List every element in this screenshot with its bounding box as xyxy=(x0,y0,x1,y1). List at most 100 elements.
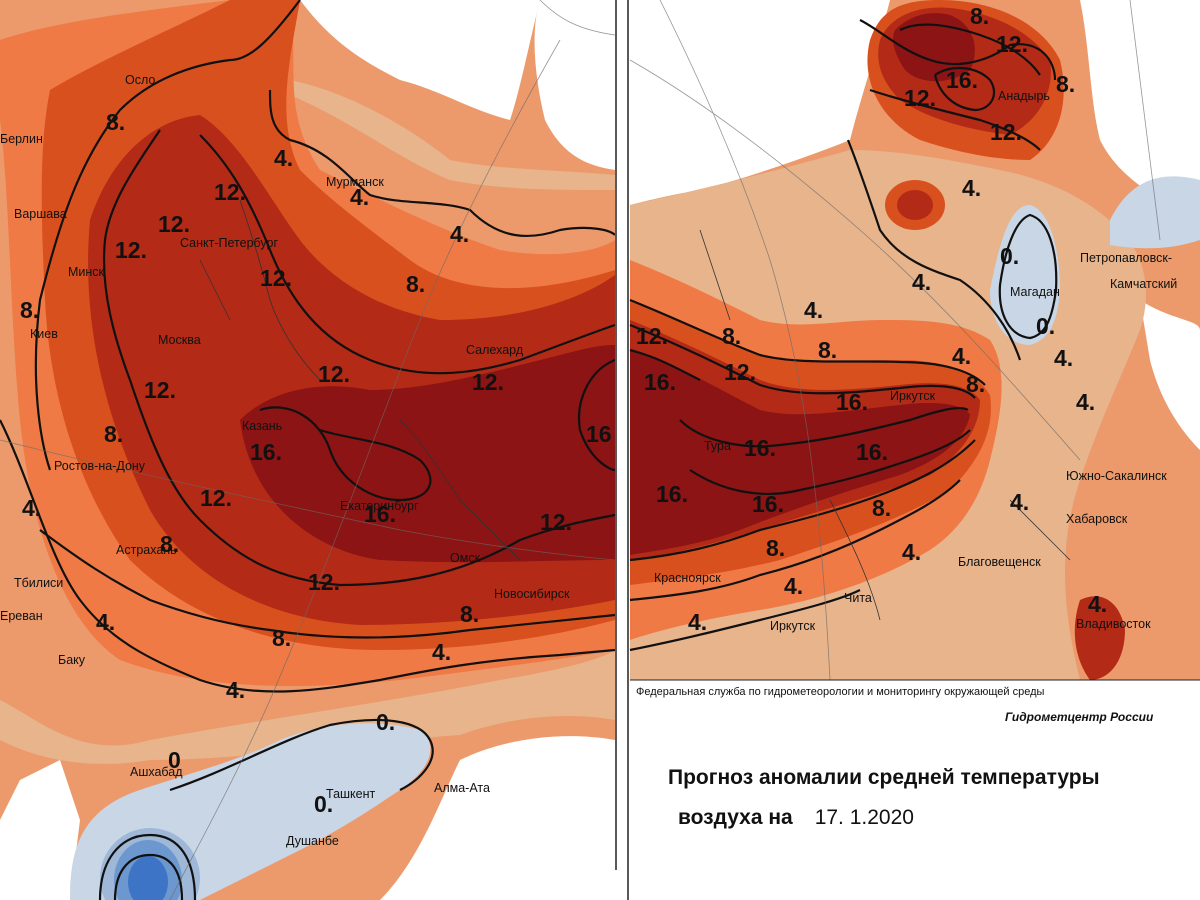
isoline-label: 16 xyxy=(586,421,612,447)
isoline-12-chukotka-b xyxy=(869,88,1041,151)
isoline-label: 16. xyxy=(752,491,784,517)
band-2-north xyxy=(290,80,615,190)
isoline-label: 8. xyxy=(20,297,39,323)
isoline-label: 8. xyxy=(722,323,741,349)
isoline-label: 8. xyxy=(104,421,123,447)
isoline-label: 12. xyxy=(144,377,176,403)
isoline-value-labels: 8. 8. 8. 8. 8. 8. 8. 4. 4. 4. 4. 4. 4. 4… xyxy=(20,3,1107,817)
isoline-label: 4. xyxy=(1010,489,1029,515)
negative-area-kamchatka xyxy=(1110,176,1200,249)
city-astrakhan: Астрахань xyxy=(116,543,177,557)
isoline-neg-ring-1 xyxy=(98,833,197,900)
isoline-label: 4. xyxy=(784,573,803,599)
negative-area-magadan xyxy=(990,205,1060,345)
city-dushanbe: Душанбе xyxy=(286,834,339,848)
forecast-subtitle: воздуха на 17. 1.2020 xyxy=(678,806,914,830)
city-blagoveshchensk: Благовещенск xyxy=(958,555,1041,569)
vladivostok-high xyxy=(1074,596,1125,680)
isoline-label: 4. xyxy=(902,539,921,565)
isoline-label: 12. xyxy=(990,119,1022,145)
city-oslo: Осло xyxy=(125,73,155,87)
isoline-4-south-r xyxy=(629,589,861,652)
left-bottom-right-white xyxy=(380,736,615,900)
isoline-12-north xyxy=(199,134,616,375)
band-16 xyxy=(240,345,615,563)
city-irkutsk: Иркутск xyxy=(770,619,816,633)
barents-sea xyxy=(300,0,540,120)
isoline-label: 4. xyxy=(688,609,707,635)
left-isolines xyxy=(0,0,616,900)
isoline-8-west xyxy=(34,0,301,471)
city-warsaw: Варшава xyxy=(14,207,67,221)
agency-credit: Федеральная служба по гидрометеорологии … xyxy=(636,686,1045,698)
city-baku: Баку xyxy=(58,653,86,667)
isoline-4-east xyxy=(846,139,1022,361)
isoline-label: 16. xyxy=(856,439,888,465)
left-rivers xyxy=(199,199,521,561)
right-band-16 xyxy=(630,350,970,555)
isoline-16-west xyxy=(629,348,701,381)
isoline-label: 8. xyxy=(160,531,179,557)
isoline-label: 8. xyxy=(406,271,425,297)
negative-core-inner xyxy=(128,856,168,900)
forecast-subtitle-text: воздуха на xyxy=(678,806,793,829)
legend-area xyxy=(630,680,1200,900)
isoline-label: 8. xyxy=(272,625,291,651)
right-isolines xyxy=(629,19,1058,652)
right-rivers xyxy=(699,229,1071,621)
isoline-label: 0. xyxy=(314,791,333,817)
left-map-panel xyxy=(0,0,616,900)
small-high-core xyxy=(897,190,933,220)
city-labels: Осло Берлин Варшава Минск Киев Санкт-Пет… xyxy=(0,73,1177,848)
city-tashkent: Ташкент xyxy=(326,787,376,801)
arctic-ocean-left xyxy=(534,0,615,170)
isoline-12-south-r xyxy=(629,439,976,562)
city-kazan: Казань xyxy=(242,419,282,433)
city-moscow: Москва xyxy=(158,333,201,347)
city-erevan: Ереван xyxy=(0,609,43,623)
city-salekhard: Салехард xyxy=(466,343,524,357)
center-credit: Гидрометцентр России xyxy=(1005,710,1154,724)
city-petropavlovsk-2: Камчатский xyxy=(1110,277,1177,291)
isoline-label: 4. xyxy=(1088,591,1107,617)
city-irkutsk-north: Иркутск xyxy=(890,389,936,403)
isoline-16-east xyxy=(577,358,616,472)
isoline-label: 8. xyxy=(460,601,479,627)
forecast-title: Прогноз аномалии средней температуры xyxy=(668,766,1100,789)
city-rostov: Ростов-на-Дону xyxy=(54,459,146,473)
city-krasnoyarsk: Красноярск xyxy=(654,571,721,585)
city-khabarovsk: Хабаровск xyxy=(1066,512,1128,526)
city-chita: Чита xyxy=(844,591,872,605)
isoline-label: 16. xyxy=(644,369,676,395)
city-magadan: Магадан xyxy=(1010,285,1060,299)
bering-sea xyxy=(1080,0,1200,220)
isoline-label: 12. xyxy=(724,359,756,385)
isoline-label: 0 xyxy=(168,747,181,773)
isoline-label: 4. xyxy=(804,297,823,323)
isoline-8-south-r xyxy=(629,479,961,602)
isoline-12-north-r xyxy=(629,323,976,399)
isoline-8-north xyxy=(629,298,986,386)
isoline-4-south xyxy=(0,419,616,693)
isoline-8-south xyxy=(39,529,616,639)
isoline-label: 12. xyxy=(200,485,232,511)
isoline-label: 4. xyxy=(952,343,971,369)
isoline-label: 4. xyxy=(450,221,469,247)
city-minsk: Минск xyxy=(68,265,105,279)
city-spb: Санкт-Петербург xyxy=(180,236,278,250)
isoline-label: 12. xyxy=(308,569,340,595)
isoline-12-main xyxy=(102,129,616,587)
isoline-label: 12. xyxy=(472,369,504,395)
isoline-label: 4. xyxy=(912,269,931,295)
city-ekaterinburg: Екатеринбург xyxy=(340,499,419,513)
arctic-ocean-right xyxy=(630,0,890,205)
forecast-date: 17. 1.2020 xyxy=(814,806,914,829)
city-murmansk: Мурманск xyxy=(326,175,384,189)
isoline-label: 16. xyxy=(250,439,282,465)
isoline-label: 4. xyxy=(96,609,115,635)
isoline-label: 8. xyxy=(1056,71,1075,97)
isoline-label: 0. xyxy=(1036,313,1055,339)
isoline-8-chukotka xyxy=(859,19,1057,81)
isoline-label: 0. xyxy=(1000,243,1019,269)
